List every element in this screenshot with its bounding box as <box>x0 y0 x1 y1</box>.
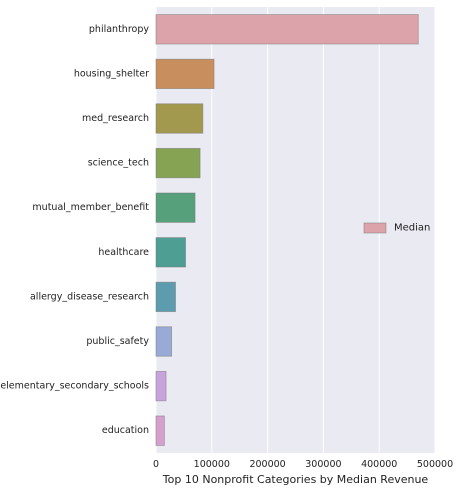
bar-med_research <box>155 103 204 134</box>
y-tick-label: mutual_member_benefit <box>32 202 149 213</box>
legend-label: Median <box>394 223 430 234</box>
bar-allergy_disease_research <box>155 281 176 313</box>
x-tick-label: 0 <box>153 459 159 470</box>
x-tick-label: 400000 <box>361 459 397 470</box>
legend-swatch <box>363 222 387 234</box>
y-tick-label: public_safety <box>86 336 149 347</box>
y-tick-label: med_research <box>82 113 149 124</box>
y-tick-label: philanthropy <box>89 24 149 35</box>
bar-healthcare <box>155 237 186 268</box>
legend: Median <box>363 222 430 234</box>
y-tick-label: elementary_secondary_schools <box>0 381 149 392</box>
bar-elementary_secondary_schools <box>155 370 167 402</box>
y-tick-label: science_tech <box>88 158 149 169</box>
bars <box>155 14 419 446</box>
bar-education <box>155 415 165 446</box>
y-tick-label: education <box>102 425 149 436</box>
x-tick-labels: 0 100000 200000 300000 400000 500000 <box>153 459 453 470</box>
y-tick-labels: philanthropy housing_shelter med_researchs… <box>0 24 149 436</box>
bar-philanthropy <box>155 14 419 45</box>
x-tick-label: 200000 <box>249 459 285 470</box>
x-axis-label: Top 10 Nonprofit Categories by Median Re… <box>162 473 429 486</box>
x-tick-label: 100000 <box>194 459 230 470</box>
bar-public_safety <box>155 326 173 357</box>
bar-mutual_member_benefit <box>155 192 196 223</box>
x-tick-label: 500000 <box>417 459 453 470</box>
bar-science_tech <box>155 147 201 179</box>
bar-housing_shelter <box>155 58 215 90</box>
y-tick-label: allergy_disease_research <box>30 291 149 302</box>
y-tick-label: housing_shelter <box>74 68 149 79</box>
x-tick-label: 300000 <box>305 459 341 470</box>
y-tick-label: healthcare <box>98 247 149 258</box>
